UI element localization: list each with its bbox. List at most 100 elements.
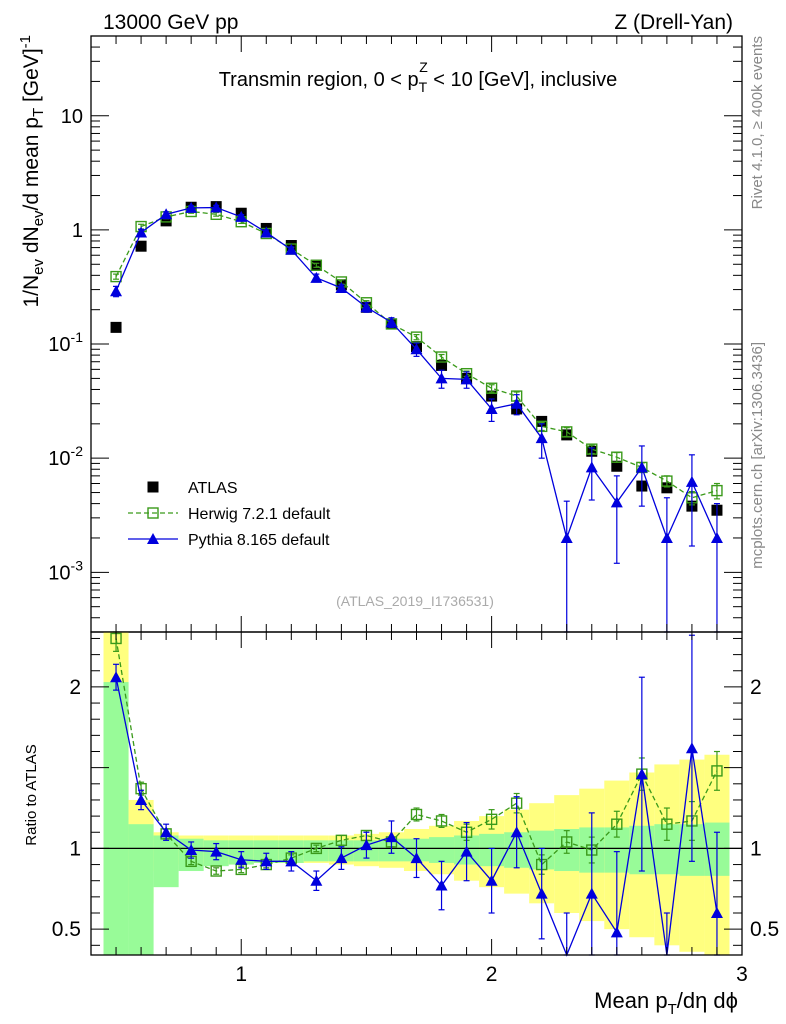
herwig-7-2-1-default-point — [110, 270, 122, 283]
pythia-8-165-default-point — [185, 201, 198, 213]
pythia-8-165-default-point — [335, 281, 348, 293]
pythia-8-165-default-point — [435, 372, 448, 384]
rivet-label: Rivet 4.1.0, ≥ 400k events — [749, 36, 766, 209]
pythia-8-165-default-point — [310, 271, 323, 283]
pythia-8-165-default-ratio-point — [535, 887, 548, 899]
main-y-tick-label: 1 — [72, 220, 83, 242]
herwig-7-2-1-default-point — [435, 351, 448, 363]
legend-label: Herwig 7.2.1 default — [188, 506, 331, 523]
main-plot-title: Transmin region, 0 < pTZ < 10 [GeV], inc… — [219, 59, 618, 95]
pythia-8-165-default-ratio-point — [485, 874, 498, 886]
pythia-8-165-default-ratio-point — [235, 853, 248, 865]
pythia-8-165-default-ratio-point — [385, 831, 398, 843]
pythia-8-165-default-point — [260, 226, 273, 238]
pythia-8-165-default-point — [410, 343, 423, 355]
herwig-7-2-1-default-point — [485, 382, 498, 394]
header-right-label: Z (Drell-Yan) — [614, 11, 733, 34]
herwig-7-2-1-default-point — [611, 451, 623, 463]
pythia-8-165-default-point — [585, 461, 598, 473]
pythia-8-165-default-point — [510, 397, 523, 409]
atlas-point — [611, 460, 623, 472]
pythia-8-165-default-point — [135, 226, 148, 238]
herwig-7-2-1-default-ratio-point — [611, 818, 623, 830]
pythia-8-165-default-point — [160, 208, 173, 220]
pythia-8-165-default-ratio-point — [435, 879, 448, 891]
pythia-8-165-default-ratio-point — [335, 852, 348, 864]
main-y-tick-label: 10-2 — [48, 443, 83, 470]
pythia-8-165-default-ratio-point — [610, 926, 623, 938]
pythia-8-165-default-point — [685, 475, 698, 487]
x-axis-label: Mean pT/dη dϕ — [594, 988, 738, 1018]
stat-uncertainty-band — [153, 835, 179, 888]
pythia-8-165-default-ratio-point — [635, 768, 648, 780]
pythia-8-165-default-point — [385, 316, 398, 328]
main-y-tick-label: 10-3 — [48, 557, 83, 584]
pythia-8-165-default-ratio-point — [285, 855, 298, 867]
ratio-y-tick-label-right: 0.5 — [750, 918, 779, 941]
ratio-y-tick-label-right: 1 — [750, 837, 762, 860]
ratio-y-tick-label: 2 — [69, 676, 81, 699]
herwig-7-2-1-default-point — [410, 331, 423, 343]
atlas-point — [110, 321, 122, 333]
pythia-8-165-default-point — [535, 432, 548, 444]
pythia-8-165-default-point — [660, 531, 673, 543]
pythia-8-165-default-point — [285, 243, 298, 255]
header-left-label: 13000 GeV pp — [103, 11, 238, 34]
main-plot-panel: Transmin region, 0 < pTZ < 10 [GeV], inc… — [17, 35, 743, 633]
pythia-8-165-default-ratio-point — [260, 855, 273, 867]
pythia-8-165-default-ratio-point — [110, 671, 123, 683]
ratio-y-axis-label: Ratio to ATLAS — [23, 744, 40, 845]
ratio-y-tick-label-right: 2 — [750, 676, 762, 699]
herwig-7-2-1-default-ratio-point — [435, 815, 448, 827]
herwig-7-2-1-default-ratio-point — [310, 842, 323, 855]
atlas-point — [486, 390, 498, 402]
pythia-8-165-default-point — [235, 210, 248, 222]
ratio-plot-panel: 1 2 30.5 0.51 12 2 Ratio to ATLAS Mean pT/dη … — [23, 631, 779, 1018]
pythia-8-165-default-point — [710, 531, 723, 543]
pythia-8-165-default-ratio-point — [510, 826, 523, 838]
atlas-point — [135, 240, 147, 252]
x-tick-label: 2 — [486, 963, 498, 986]
pythia-8-165-default-point — [460, 373, 473, 385]
stat-uncertainty-band — [429, 837, 455, 863]
ratio-y-tick-label: 0.5 — [52, 918, 81, 941]
stat-uncertainty-band — [128, 824, 154, 955]
herwig-7-2-1-default-ratio-point — [210, 865, 222, 877]
watermark: (ATLAS_2019_I1736531) — [336, 593, 494, 609]
mcplots-label: mcplots.cern.ch [arXiv:1306.3436] — [749, 342, 766, 569]
main-y-tick-label: 10 — [61, 106, 83, 128]
stat-uncertainty-band — [103, 682, 129, 955]
pythia-8-165-default-ratio-point — [210, 845, 223, 857]
herwig-7-2-1-default-point — [310, 259, 323, 271]
x-tick-label: 1 — [235, 963, 247, 986]
legend-label: ATLAS — [188, 480, 238, 497]
herwig-7-2-1-default-ratio-point — [485, 813, 498, 826]
pythia-8-165-default-point — [635, 461, 648, 473]
pythia-8-165-default-ratio-point — [310, 874, 323, 886]
ratio-y-tick-label: 1 — [69, 837, 81, 860]
legend-label: Pythia 8.165 default — [188, 532, 330, 549]
legend: ATLAS Herwig 7.2.1 default Pythia 8.165 de… — [128, 480, 331, 549]
pythia-8-165-default-ratio-point — [410, 852, 423, 864]
main-plot-marks — [90, 35, 743, 633]
pythia-8-165-default-ratio-point — [160, 826, 173, 838]
herwig-7-2-1-default-ratio-point — [711, 765, 723, 777]
pythia-8-165-default-ratio-point — [360, 839, 373, 851]
pythia-8-165-default-point — [210, 201, 223, 213]
herwig-7-2-1-default-point — [561, 426, 573, 438]
main-y-tick-labels: 10 1 10-1 10-2 10-3 — [48, 106, 83, 585]
pythia-8-165-default-ratio-point — [185, 844, 198, 856]
herwig-7-2-1-default-point — [661, 475, 673, 487]
herwig-7-2-1-default-ratio-point — [335, 834, 348, 847]
pythia-8-165-default-ratio-point — [685, 742, 698, 754]
legend-marker — [147, 507, 159, 519]
pythia-8-165-default-ratio-point — [460, 845, 473, 857]
herwig-7-2-1-default-ratio-point — [661, 818, 673, 830]
herwig-7-2-1-default-ratio-point — [561, 836, 573, 848]
legend-marker — [147, 481, 159, 493]
herwig-7-2-1-default-point — [711, 484, 723, 497]
legend-marker — [147, 533, 159, 544]
stat-uncertainty-band — [253, 840, 279, 863]
pythia-8-165-default-ratio-point — [135, 793, 148, 805]
